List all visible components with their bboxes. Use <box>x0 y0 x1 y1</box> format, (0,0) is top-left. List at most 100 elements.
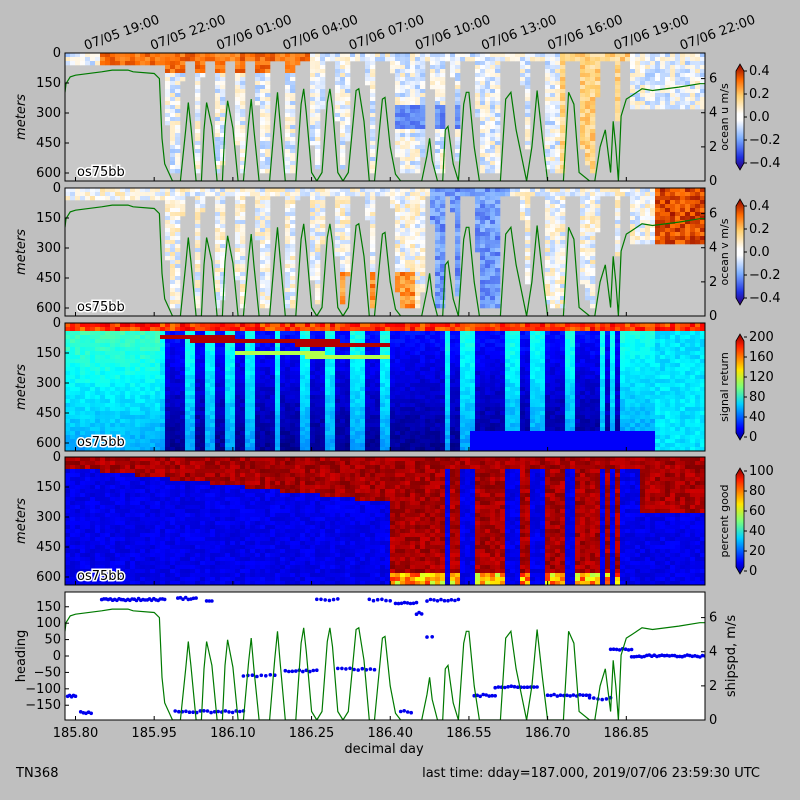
velocity-cell <box>655 192 661 197</box>
signal-cell <box>135 415 141 420</box>
signal-cell <box>175 359 181 364</box>
velocity-cell <box>225 188 231 193</box>
velocity-cell <box>480 224 486 229</box>
signal-cell <box>325 423 331 428</box>
velocity-cell <box>175 284 181 289</box>
velocity-cell <box>195 61 201 66</box>
velocity-cell <box>680 216 686 221</box>
velocity-cell <box>235 97 241 102</box>
velocity-cell <box>560 280 566 285</box>
signal-cell <box>185 415 191 420</box>
velocity-cell <box>590 145 596 150</box>
signal-cell <box>295 351 301 356</box>
velocity-cell <box>340 204 346 209</box>
signal-cell <box>335 391 341 396</box>
velocity-cell <box>455 264 461 269</box>
velocity-cell <box>195 137 201 142</box>
signal-cell <box>230 435 236 440</box>
signal-cell <box>140 399 146 404</box>
velocity-cell <box>310 137 316 142</box>
signal-cell <box>180 391 186 396</box>
signal-cell <box>85 447 91 452</box>
signal-cell <box>210 415 216 420</box>
velocity-cell <box>195 236 201 241</box>
velocity-cell <box>690 105 696 110</box>
velocity-cell <box>615 228 621 233</box>
signal-cell <box>95 363 101 368</box>
velocity-cell <box>645 101 651 106</box>
velocity-cell <box>285 69 291 74</box>
velocity-cell <box>415 192 421 197</box>
velocity-cell <box>170 268 176 273</box>
velocity-cell <box>550 69 556 74</box>
signal-cell <box>80 395 86 400</box>
velocity-cell <box>215 161 221 166</box>
signal-cell <box>275 355 281 360</box>
signal-cell <box>325 443 331 448</box>
velocity-cell <box>685 240 691 245</box>
signal-cell <box>235 379 241 384</box>
velocity-cell <box>500 192 506 197</box>
signal-cell <box>115 395 121 400</box>
signal-cell <box>300 387 306 392</box>
velocity-cell <box>585 145 591 150</box>
velocity-cell <box>400 65 406 70</box>
velocity-cell <box>260 89 266 94</box>
velocity-cell <box>410 69 416 74</box>
velocity-cell <box>650 89 656 94</box>
velocity-cell <box>340 192 346 197</box>
velocity-cell <box>695 208 701 213</box>
velocity-cell <box>550 248 556 253</box>
velocity-cell <box>435 93 441 98</box>
velocity-cell <box>550 192 556 197</box>
signal-cell <box>265 351 271 356</box>
signal-cell <box>215 347 221 352</box>
velocity-cell <box>495 228 501 233</box>
signal-cell <box>315 391 321 396</box>
velocity-cell <box>455 200 461 205</box>
velocity-cell <box>395 101 401 106</box>
velocity-cell <box>335 89 341 94</box>
velocity-cell <box>555 149 561 154</box>
velocity-cell <box>560 224 566 229</box>
signal-cell <box>105 375 111 380</box>
velocity-cell <box>375 188 381 193</box>
velocity-cell <box>285 196 291 201</box>
velocity-cell <box>490 137 496 142</box>
signal-cell <box>165 339 171 344</box>
velocity-cell <box>440 53 446 58</box>
signal-cell <box>110 375 116 380</box>
velocity-cell <box>455 113 461 118</box>
signal-cell <box>280 323 286 328</box>
velocity-cell <box>395 232 401 237</box>
signal-cell <box>130 427 136 432</box>
signal-cell <box>285 347 291 352</box>
signal-cell <box>110 391 116 396</box>
velocity-cell <box>635 188 641 193</box>
velocity-cell <box>555 117 561 122</box>
signal-cell <box>115 355 121 360</box>
velocity-cell <box>475 105 481 110</box>
signal-cell <box>130 359 136 364</box>
velocity-cell <box>650 196 656 201</box>
velocity-cell <box>340 296 346 301</box>
velocity-cell <box>220 244 226 249</box>
velocity-cell <box>565 188 571 193</box>
velocity-cell <box>290 280 296 285</box>
signal-cell <box>130 383 136 388</box>
signal-cell <box>130 435 136 440</box>
velocity-cell <box>480 236 486 241</box>
velocity-cell <box>670 73 676 78</box>
velocity-cell <box>420 121 426 126</box>
signal-cell <box>120 367 126 372</box>
velocity-cell <box>220 240 226 245</box>
signal-cell <box>240 399 246 404</box>
velocity-cell <box>285 224 291 229</box>
velocity-cell <box>235 188 241 193</box>
velocity-cell <box>650 101 656 106</box>
colorbar-tick-label: 0.2 <box>749 87 770 102</box>
signal-cell <box>260 355 266 360</box>
signal-cell <box>70 323 76 328</box>
signal-cell <box>125 379 131 384</box>
velocity-cell <box>595 57 601 62</box>
